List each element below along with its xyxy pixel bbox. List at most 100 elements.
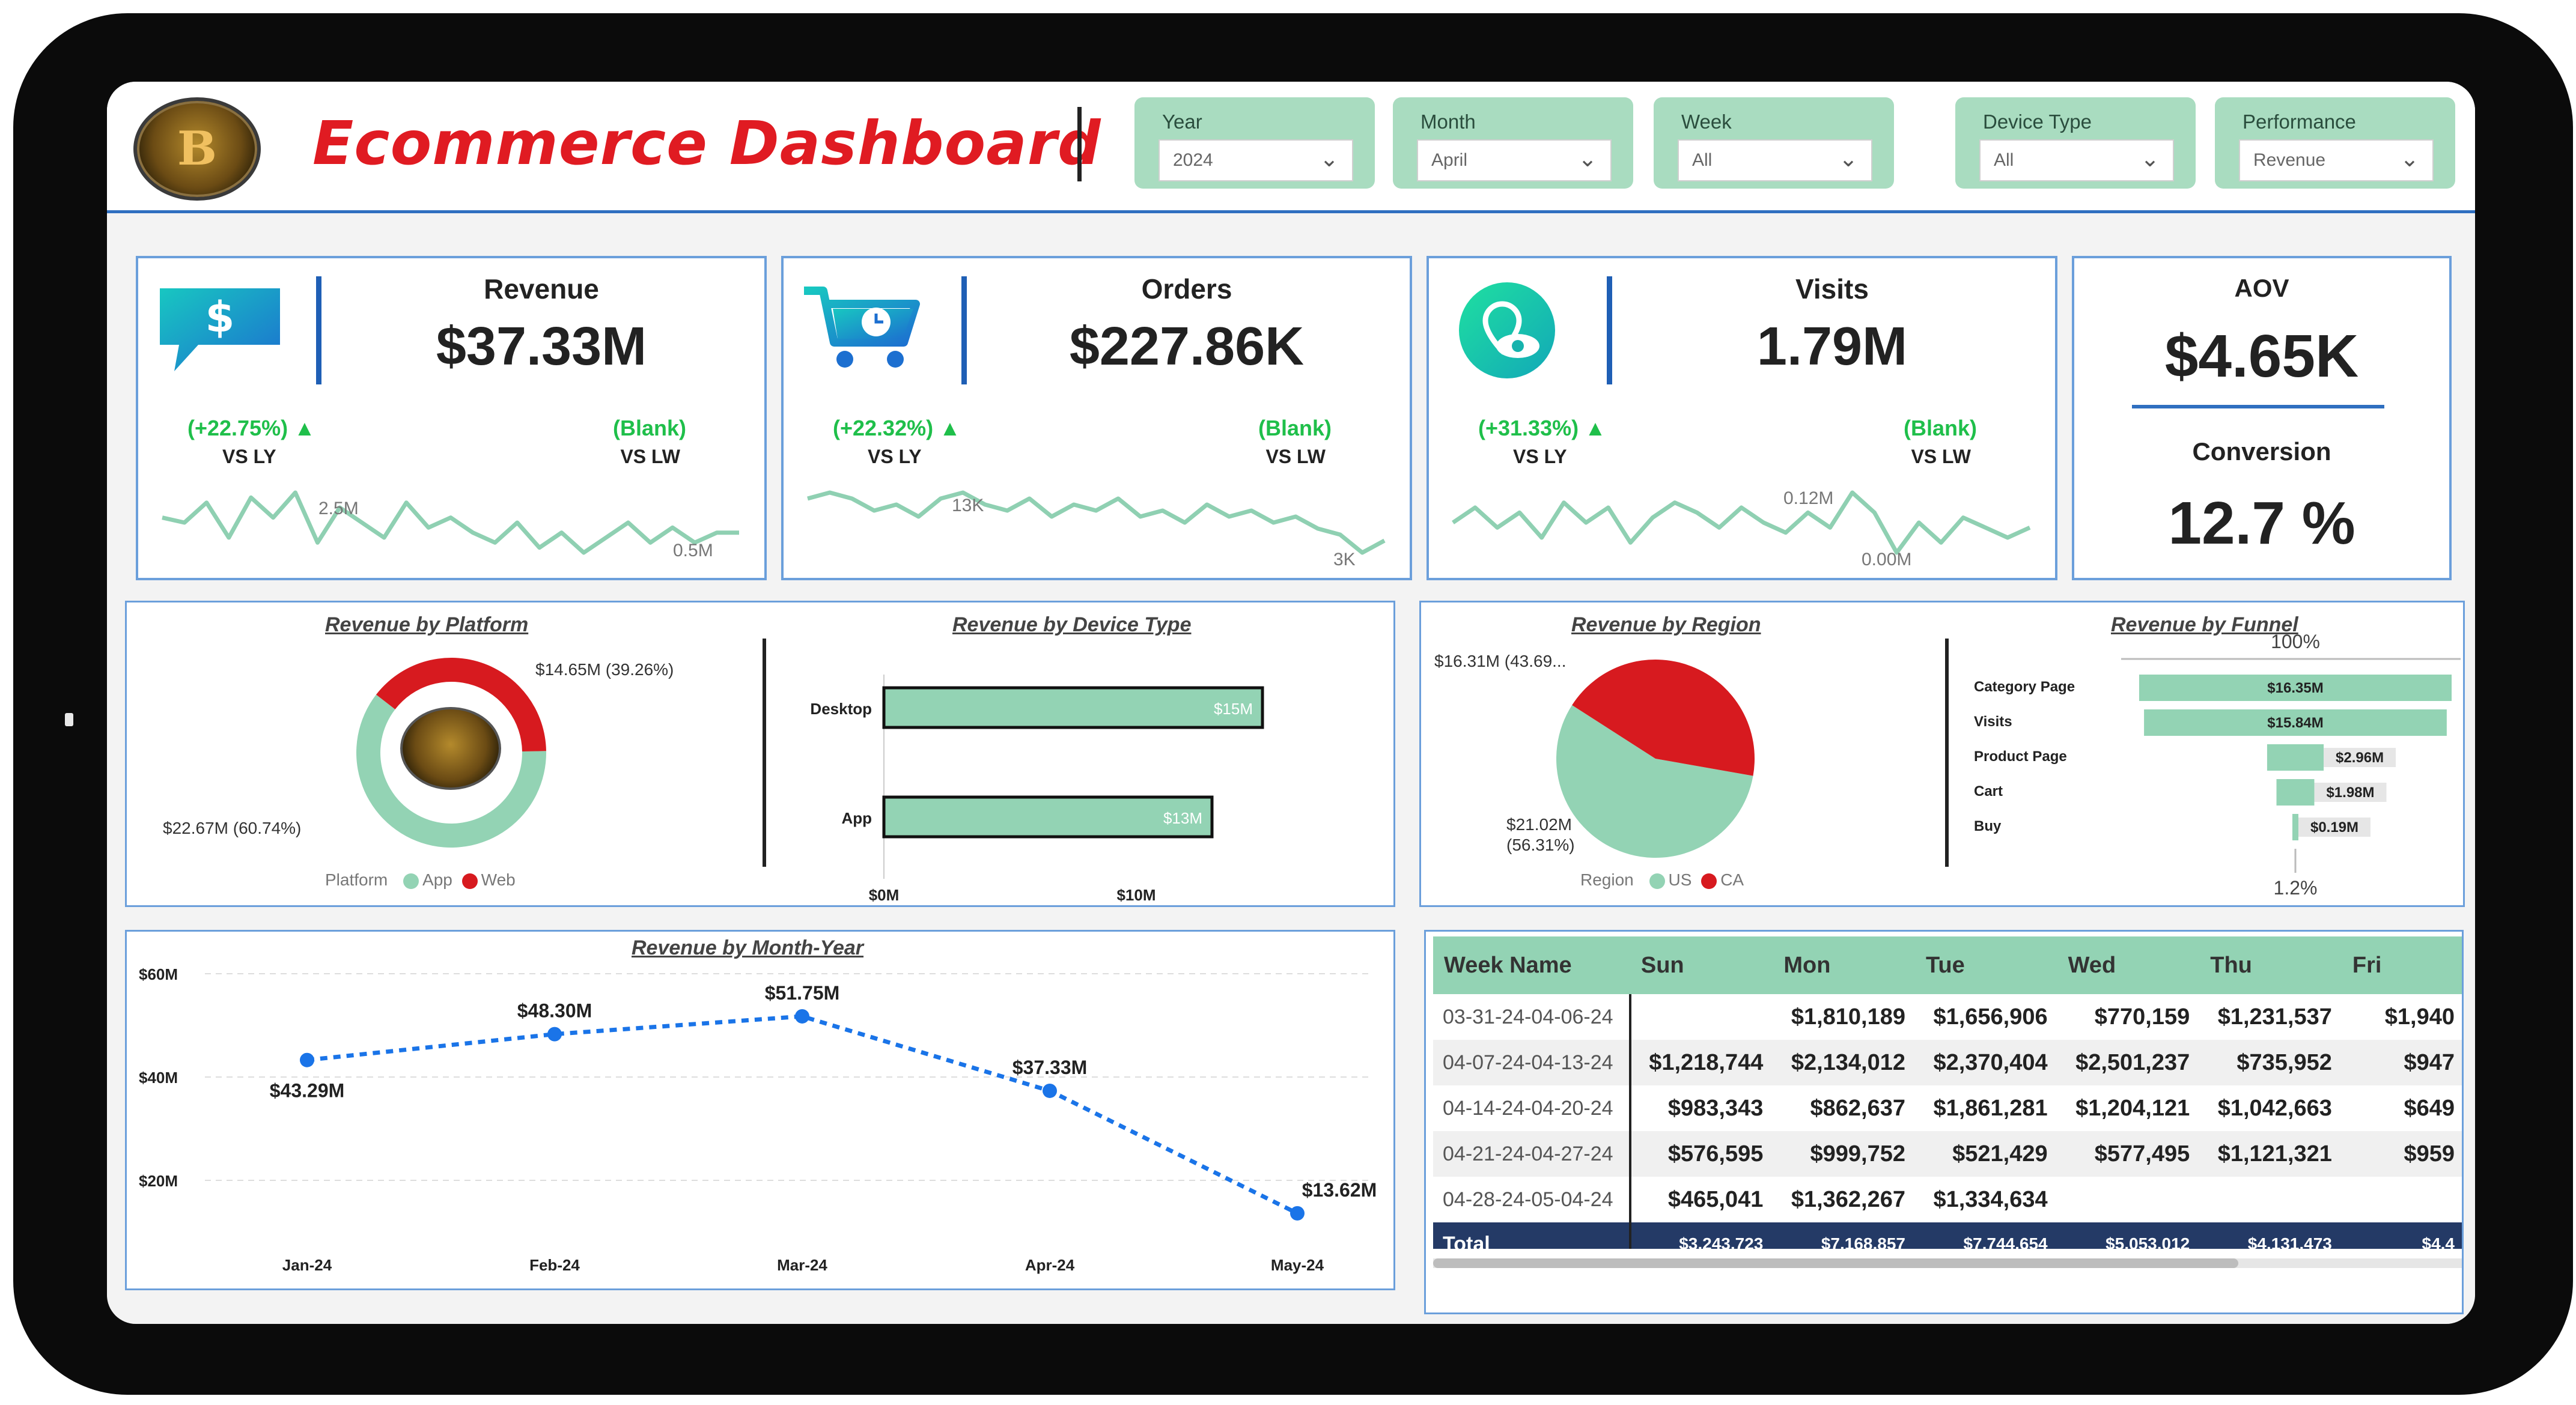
vs-lw-label: VS LW — [620, 446, 680, 467]
svg-text:$: $ — [206, 293, 235, 342]
col-sun[interactable]: Sun — [1630, 936, 1773, 994]
week-table-viewport[interactable]: Week Name Sun Mon Tue Wed Thu Fri 03-31-… — [1433, 936, 2462, 1249]
kpi-divider — [316, 276, 321, 384]
table-cell: $521,429 — [1915, 1131, 2057, 1177]
vs-ly-label: VS LY — [868, 446, 922, 467]
performance-dropdown[interactable]: Revenue ⌄ — [2239, 139, 2434, 181]
month-line-chart[interactable]: $60M $40M $20M $43.29M Jan-24 $48.30M Feb-24 $5… — [133, 950, 1389, 1286]
month-slicer-label: Month — [1420, 111, 1476, 133]
x-tick-label: Mar-24 — [777, 1256, 827, 1274]
arrow-up-icon: ▲ — [1585, 416, 1606, 440]
month-chart-title: Revenue by Month-Year — [632, 936, 864, 959]
table-cell: $1,940 — [2384, 1004, 2455, 1030]
week-dropdown[interactable]: All ⌄ — [1678, 139, 1872, 181]
bar-value-label: $13M — [1163, 809, 1202, 827]
platform-chart-title: Revenue by Platform — [325, 613, 529, 636]
table-cell: $735,952 — [2199, 1040, 2342, 1085]
funnel-chart[interactable]: 100% Category Page $16.35M Visits $15.84M Pro… — [1962, 627, 2461, 903]
region-pie-chart[interactable] — [1529, 657, 1782, 909]
funnel-bar — [2267, 744, 2324, 771]
col-fri[interactable]: Fri — [2341, 936, 2462, 994]
platform-donut-chart[interactable] — [325, 657, 577, 909]
table-cell: $1,656,906 — [1933, 1004, 2048, 1030]
month-dropdown[interactable]: April ⌄ — [1417, 139, 1612, 181]
region-chart-title: Revenue by Region — [1571, 613, 1761, 636]
ca-slice-label: $16.31M (43.69... — [1434, 652, 1567, 670]
table-row: 04-07-24-04-13-24 $1,218,744 $2,134,012 … — [1433, 1040, 2462, 1085]
revenue-kpi-card[interactable]: $ Revenue $37.33M (+22.75%) ▲ (Blank) VS… — [136, 256, 767, 580]
funnel-stage-label: Visits — [1974, 714, 2012, 730]
aov-value: $4.65K — [2164, 323, 2359, 390]
device-bar — [882, 795, 1214, 839]
year-slicer: Year 2024 ⌄ — [1134, 97, 1375, 189]
table-header-row: Week Name Sun Mon Tue Wed Thu Fri — [1433, 936, 2462, 994]
data-label: $51.75M — [765, 982, 840, 1004]
revenue-vs-lw-change: (Blank) — [612, 416, 686, 440]
region-legend: Region US CA — [1580, 870, 1744, 890]
chevron-down-icon: ⌄ — [2140, 147, 2160, 172]
funnel-stage-label: Product Page — [1974, 748, 2067, 765]
col-wed[interactable]: Wed — [2057, 936, 2200, 994]
legend-ca: CA — [1720, 870, 1744, 889]
x-tick-label: Apr-24 — [1025, 1256, 1075, 1274]
revenue-value: $37.33M — [436, 317, 647, 377]
visits-kpi-card[interactable]: Visits 1.79M (+31.33%) ▲ (Blank) VS LY V… — [1427, 256, 2057, 580]
table-cell: $1,042,663 — [2217, 1095, 2332, 1121]
device-type-dropdown-value: All — [1994, 150, 2014, 170]
orders-vs-ly-text: (+22.32%) — [833, 416, 934, 440]
year-dropdown[interactable]: 2024 ⌄ — [1159, 139, 1353, 181]
chart-divider — [763, 639, 766, 867]
total-cell: $3,243,723 — [1630, 1222, 1773, 1249]
table-cell: $959 — [2341, 1131, 2462, 1177]
data-point — [300, 1052, 314, 1067]
visits-title: Visits — [1795, 273, 1869, 305]
visits-vs-ly-change: (+31.33%) ▲ — [1478, 416, 1606, 441]
col-week-name[interactable]: Week Name — [1433, 936, 1630, 994]
revenue-vs-ly-change: (+22.75%) ▲ — [187, 416, 315, 441]
x-tick-label: Jan-24 — [282, 1256, 332, 1274]
month-dropdown-value: April — [1431, 150, 1468, 170]
region-funnel-panel: Revenue by Region $16.31M (43.69... $21.… — [1419, 601, 2465, 907]
performance-slicer: Performance Revenue ⌄ — [2215, 97, 2455, 189]
table-row: 04-28-24-05-04-24 $465,041 $1,362,267 $1… — [1433, 1177, 2462, 1222]
horizontal-scrollbar-thumb[interactable] — [1433, 1258, 2238, 1268]
table-cell: $999,752 — [1773, 1131, 1915, 1177]
legend-swatch-app — [403, 873, 419, 889]
vs-ly-label: VS LY — [222, 446, 276, 467]
year-dropdown-value: 2024 — [1173, 150, 1213, 170]
vs-lw-label: VS LW — [1265, 446, 1326, 467]
col-tue[interactable]: Tue — [1915, 936, 2057, 994]
data-point — [1043, 1083, 1057, 1098]
kpi-divider — [961, 276, 967, 384]
data-label: $48.30M — [517, 1000, 592, 1022]
aov-title: AOV — [2234, 274, 2289, 302]
col-thu[interactable]: Thu — [2199, 936, 2342, 994]
table-cell: $576,595 — [1630, 1131, 1773, 1177]
aov-conversion-card[interactable]: AOV $4.65K Conversion 12.7 % — [2072, 256, 2452, 580]
table-cell: $2,134,012 — [1773, 1040, 1915, 1085]
funnel-value-label: $16.35M — [2267, 680, 2323, 696]
data-point — [547, 1027, 562, 1042]
header-bar: B Ecommerce Dashboard Year 2024 ⌄ Month A… — [107, 82, 2475, 213]
y-tick-label: $60M — [139, 965, 178, 983]
funnel-value-label: $0.19M — [2310, 819, 2358, 836]
week-slicer-label: Week — [1681, 111, 1732, 133]
col-mon[interactable]: Mon — [1773, 936, 1915, 994]
legend-swatch-us — [1649, 873, 1665, 889]
orders-kpi-card[interactable]: Orders $227.86K (+22.32%) ▲ (Blank) VS L… — [781, 256, 1412, 580]
orders-title: Orders — [1141, 273, 1232, 305]
week-dropdown-value: All — [1692, 150, 1713, 170]
table-cell: $1,231,537 — [2217, 1004, 2332, 1030]
legend-web: Web — [481, 870, 516, 889]
week-table-panel: Week Name Sun Mon Tue Wed Thu Fri 03-31-… — [1424, 930, 2464, 1314]
funnel-value-label: $2.96M — [2336, 750, 2384, 766]
horizontal-scrollbar-track[interactable] — [1433, 1258, 2462, 1268]
shopping-cart-icon — [804, 287, 920, 368]
device-type-dropdown[interactable]: All ⌄ — [1979, 139, 2174, 181]
visits-sparkline — [1452, 490, 2031, 555]
month-line-panel: Revenue by Month-Year $60M $40M $20M $43.29… — [125, 930, 1395, 1290]
table-total-row: Total $3,243,723 $7,168,857 $7,744,654 $… — [1433, 1222, 2462, 1249]
table-cell: $465,041 — [1667, 1186, 1764, 1212]
orders-sparkline — [807, 490, 1386, 555]
